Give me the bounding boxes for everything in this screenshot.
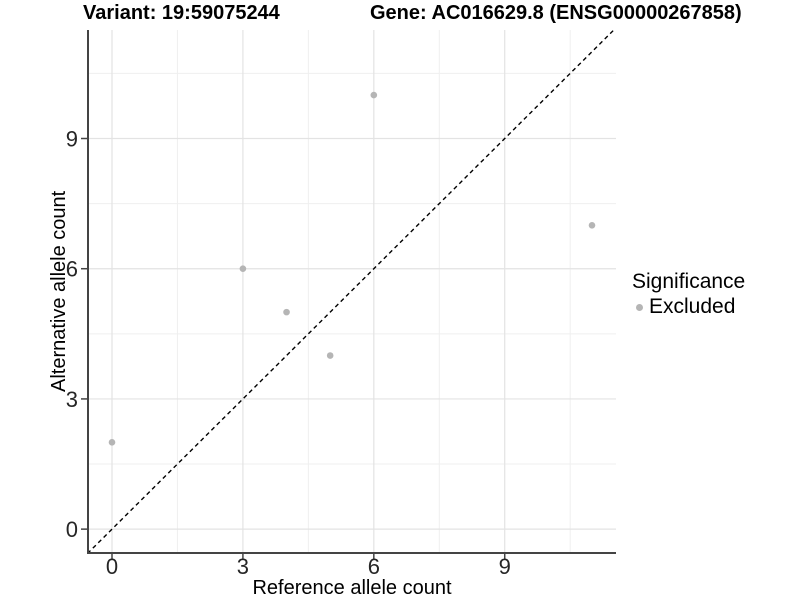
data-point [239, 265, 247, 273]
y-tick-label: 6 [66, 257, 78, 282]
legend-entry-excluded: Excluded [632, 295, 745, 319]
y-tick-label: 9 [66, 127, 78, 152]
identity-line [88, 30, 615, 553]
data-point [370, 91, 378, 99]
x-tick-label: 6 [368, 554, 380, 579]
legend-entry-label: Excluded [649, 295, 736, 318]
chart-title-gene: Gene: AC016629.8 (ENSG00000267858) [370, 2, 742, 24]
legend: Significance Excluded [632, 269, 745, 319]
x-tick-label: 9 [499, 554, 511, 579]
legend-title: Significance [632, 270, 746, 293]
legend-marker-circle-icon [636, 303, 643, 311]
x-tick-label: 0 [106, 554, 118, 579]
y-tick-label: 0 [66, 517, 78, 542]
data-point [588, 222, 596, 229]
x-axis-title: Reference allele count [252, 577, 452, 599]
y-tick-label: 3 [66, 387, 78, 412]
chart-title-variant: Variant: 19:59075244 [83, 2, 280, 24]
data-point [283, 308, 290, 316]
x-tick-label: 3 [237, 554, 249, 579]
data-point [326, 352, 334, 359]
data-point [108, 439, 116, 446]
y-axis-title: Alternative allele count [48, 190, 70, 393]
